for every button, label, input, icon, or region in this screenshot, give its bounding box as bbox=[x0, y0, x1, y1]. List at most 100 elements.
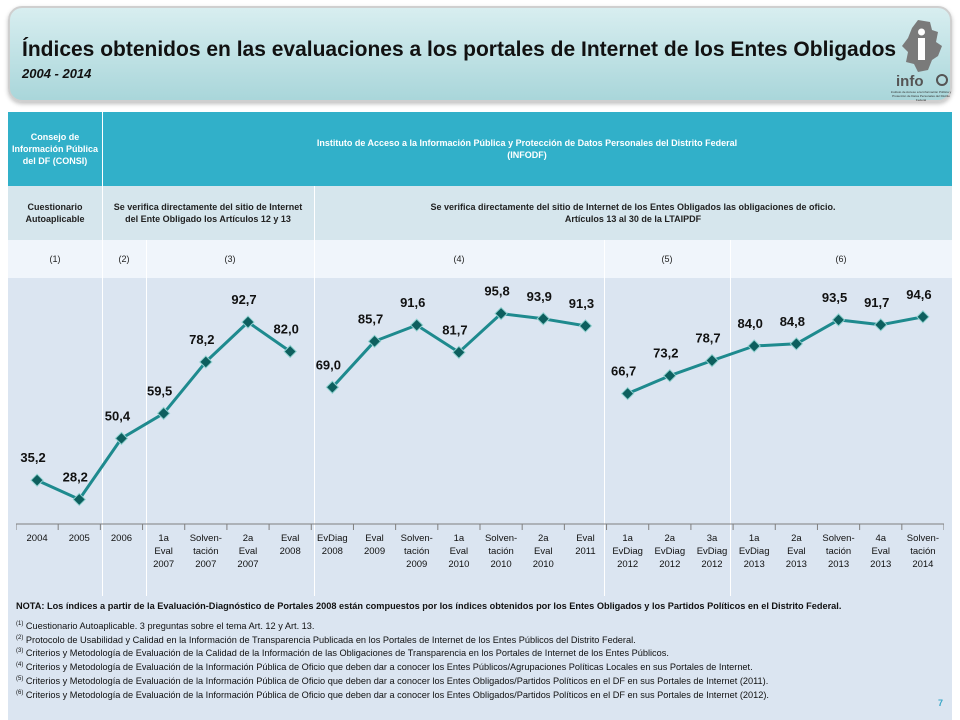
footnote-text: Criterios y Metodología de Evaluación de… bbox=[23, 648, 669, 659]
header-infodf-name: Instituto de Acceso a la Información Púb… bbox=[316, 138, 738, 148]
data-point bbox=[283, 344, 297, 359]
note-main: NOTA: Los índices a partir de la Evaluac… bbox=[16, 601, 842, 611]
data-label: 84,8 bbox=[780, 314, 805, 329]
data-point bbox=[30, 473, 44, 487]
period-label-3: (3) bbox=[146, 240, 314, 278]
data-label: 81,7 bbox=[442, 322, 467, 337]
footnote-item: (6) Criterios y Metodología de Evaluació… bbox=[16, 689, 944, 703]
notes-section: NOTA: Los índices a partir de la Evaluac… bbox=[16, 600, 944, 703]
period-label-6: (6) bbox=[730, 240, 952, 278]
data-point bbox=[367, 334, 382, 349]
x-tick-label: 2006 bbox=[111, 533, 132, 544]
data-point bbox=[705, 353, 719, 368]
footnote-item: (1) Cuestionario Autoaplicable. 3 pregun… bbox=[16, 620, 944, 634]
data-point bbox=[831, 313, 846, 327]
data-label: 94,6 bbox=[906, 287, 931, 302]
data-label: 78,7 bbox=[695, 331, 720, 346]
footnote-text: Criterios y Metodología de Evaluación de… bbox=[23, 662, 753, 673]
data-label: 93,9 bbox=[527, 289, 552, 304]
data-label: 91,7 bbox=[864, 295, 889, 310]
footnote-number: (3) bbox=[16, 648, 24, 655]
data-point bbox=[156, 406, 171, 421]
divider bbox=[730, 240, 731, 596]
footnote-item: (2) Protocolo de Usabilidad y Calidad en… bbox=[16, 634, 944, 648]
x-tick-label: 2004 bbox=[27, 533, 48, 544]
footnote-item: (5) Criterios y Metodología de Evaluació… bbox=[16, 675, 944, 689]
period-label-2: (2) bbox=[102, 240, 146, 278]
page-subtitle: 2004 - 2014 bbox=[22, 66, 92, 81]
data-point bbox=[241, 315, 255, 329]
divider bbox=[102, 112, 103, 596]
data-point bbox=[789, 337, 804, 351]
data-point bbox=[72, 492, 86, 507]
data-point bbox=[114, 431, 129, 446]
x-tick-label: Solven-tación 2009 bbox=[401, 533, 433, 570]
x-tick-label: 2005 bbox=[69, 533, 90, 544]
header-verifica-line1: Se verifica directamente del sitio de In… bbox=[430, 202, 836, 212]
data-label: 91,3 bbox=[569, 296, 594, 311]
x-tick-label: 4a Eval 2013 bbox=[870, 533, 891, 570]
data-label: 59,5 bbox=[147, 383, 172, 398]
footnote-number: (4) bbox=[16, 662, 24, 669]
x-tick-label: 1a EvDiag 2013 bbox=[739, 533, 770, 570]
index-line-chart: 35,2 28,2 50,4 59,5 78,2 92,7 82,0 69,0 85,7 91,6… bbox=[16, 284, 944, 570]
page-number: 7 bbox=[938, 698, 944, 708]
divider bbox=[604, 240, 605, 596]
footnote-text: Cuestionario Autoaplicable. 3 preguntas … bbox=[23, 620, 315, 631]
footnote-text: Criterios y Metodología de Evaluación de… bbox=[23, 675, 769, 686]
period-label-5: (5) bbox=[604, 240, 730, 278]
header-consi: Consejo de Información Pública del DF (C… bbox=[8, 112, 102, 186]
x-tick-label: 1a EvDiag 2012 bbox=[612, 533, 643, 570]
data-point bbox=[578, 319, 593, 333]
header-verifica-line2: Artículos 13 al 30 de la LTAIPDF bbox=[564, 214, 702, 224]
x-tick-label: Eval 2009 bbox=[364, 533, 385, 557]
footnote-number: (5) bbox=[16, 675, 24, 682]
divider bbox=[146, 240, 147, 596]
data-label: 69,0 bbox=[316, 357, 341, 372]
footnote-text: Criterios y Metodología de Evaluación de… bbox=[23, 689, 769, 700]
footnote-item: (4) Criterios y Metodología de Evaluació… bbox=[16, 661, 944, 675]
data-point bbox=[199, 355, 213, 369]
period-label-1: (1) bbox=[8, 240, 102, 278]
data-label: 73,2 bbox=[653, 346, 678, 361]
data-label: 66,7 bbox=[611, 364, 636, 379]
data-label: 82,0 bbox=[274, 322, 299, 337]
data-point bbox=[452, 345, 466, 360]
data-label: 28,2 bbox=[63, 469, 88, 484]
data-label: 95,8 bbox=[484, 284, 509, 299]
data-label: 78,2 bbox=[189, 332, 214, 347]
infodf-logo: info Instituto de Acceso a la Informació… bbox=[888, 16, 954, 104]
header-verifica-13-30: Se verifica directamente del sitio de In… bbox=[314, 186, 952, 240]
x-tick-label: 2a EvDiag 2012 bbox=[655, 533, 686, 570]
title-banner: Índices obtenidos en las evaluaciones a … bbox=[8, 6, 952, 102]
data-point bbox=[663, 368, 677, 383]
data-point bbox=[325, 380, 340, 394]
header-infodf: Instituto de Acceso a la Información Púb… bbox=[102, 112, 952, 186]
header-verifica-12-13: Se verifica directamente del sitio de In… bbox=[102, 186, 314, 240]
logo-text: info bbox=[896, 73, 924, 90]
footnote-text: Protocolo de Usabilidad y Calidad en la … bbox=[23, 634, 636, 645]
footnote-number: (2) bbox=[16, 634, 24, 641]
x-tick-label: Solven-tación 2007 bbox=[190, 533, 222, 570]
x-tick-label: 2a Eval 2007 bbox=[237, 533, 258, 570]
data-label: 84,0 bbox=[738, 316, 763, 331]
data-label: 85,7 bbox=[358, 311, 383, 326]
x-tick-label: 1a Eval 2007 bbox=[153, 533, 174, 570]
data-point bbox=[410, 318, 424, 332]
logo-tagline: Instituto de Acceso a la Información Púb… bbox=[890, 90, 952, 102]
data-label: 35,2 bbox=[20, 450, 45, 465]
x-tick-label: Solven-tación 2014 bbox=[907, 533, 939, 570]
series-line-segment bbox=[627, 315, 924, 395]
data-point bbox=[874, 318, 888, 332]
data-label: 93,5 bbox=[822, 290, 847, 305]
x-tick-label: 2a Eval 2010 bbox=[533, 533, 554, 570]
x-tick-label: Eval 2008 bbox=[280, 533, 301, 557]
page-title: Índices obtenidos en las evaluaciones a … bbox=[22, 38, 897, 61]
data-point bbox=[536, 312, 550, 326]
x-tick-label: EvDiag 2008 bbox=[317, 533, 348, 557]
header-infodf-acronym: (INFODF) bbox=[507, 150, 547, 160]
data-label: 91,6 bbox=[400, 295, 425, 310]
note-items: (1) Cuestionario Autoaplicable. 3 pregun… bbox=[16, 620, 944, 703]
data-label: 92,7 bbox=[231, 292, 256, 307]
x-tick-label: 1a Eval 2010 bbox=[448, 533, 469, 570]
